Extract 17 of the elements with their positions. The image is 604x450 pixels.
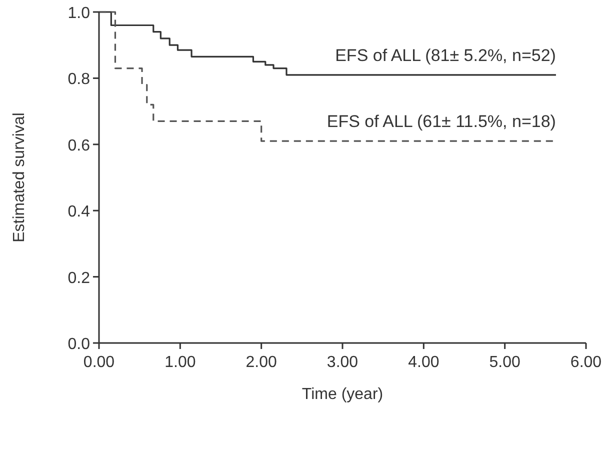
x-tick-label: 2.00 <box>246 354 278 371</box>
x-tick-label: 6.00 <box>570 354 602 371</box>
y-tick-label: 0.0 <box>68 336 90 353</box>
x-tick-label: 0.00 <box>83 354 115 371</box>
x-tick-label: 5.00 <box>489 354 521 371</box>
y-tick-label: 0.4 <box>68 204 90 221</box>
y-tick-label: 0.6 <box>68 137 90 154</box>
y-tick-label: 1.0 <box>68 5 90 22</box>
x-tick-label: 3.00 <box>326 354 358 371</box>
series-label: EFS of ALL (81± 5.2%, n=52) <box>335 46 556 65</box>
y-tick-label: 0.8 <box>68 71 90 88</box>
y-axis-title: Estimated survival <box>11 112 28 242</box>
x-tick-label: 4.00 <box>408 354 440 371</box>
x-axis-title: Time (year) <box>302 386 384 403</box>
x-tick-label: 1.00 <box>164 354 196 371</box>
series-label: EFS of ALL (61± 11.5%, n=18) <box>326 112 556 132</box>
y-tick-label: 0.2 <box>68 270 90 287</box>
